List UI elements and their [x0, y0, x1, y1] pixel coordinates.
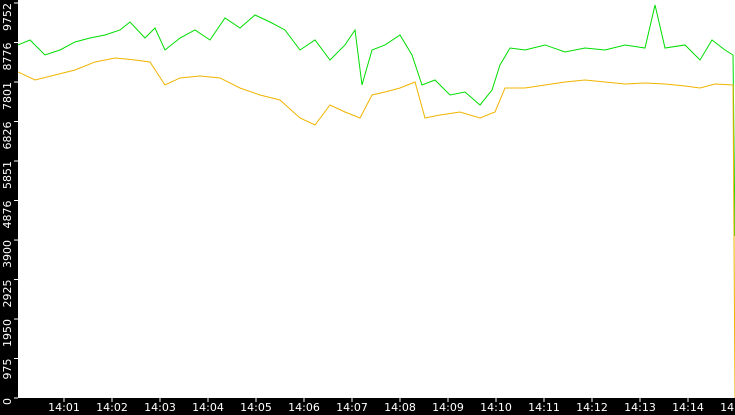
y-tick-label: 9752	[1, 3, 14, 31]
y-tick-label: 2925	[1, 280, 14, 308]
x-tick-label: 14:11	[528, 401, 560, 414]
x-tick-label: 14:15	[720, 401, 735, 414]
y-tick-label: 6826	[1, 122, 14, 150]
y-tick-label: 3900	[1, 240, 14, 268]
y-tick-label: 8776	[1, 43, 14, 71]
y-tick-label: 0	[1, 398, 14, 405]
x-tick-label: 14:03	[144, 401, 176, 414]
x-tick-label: 14:08	[384, 401, 416, 414]
y-tick-label: 4876	[1, 201, 14, 229]
y-tick-label: 7801	[1, 82, 14, 110]
x-tick-label: 14:02	[96, 401, 128, 414]
x-tick-label: 14:13	[624, 401, 656, 414]
plot-area	[18, 0, 735, 398]
series-line	[17, 4, 735, 236]
x-tick-label: 14:04	[192, 401, 224, 414]
series-line	[17, 57, 735, 399]
y-tick-label: 975	[1, 359, 14, 380]
x-tick-label: 14:01	[48, 401, 80, 414]
x-tick-label: 14:09	[432, 401, 464, 414]
x-tick-label: 14:07	[336, 401, 368, 414]
y-tick-label: 1950	[1, 319, 14, 347]
x-tick-label: 14:14	[672, 401, 704, 414]
x-tick-label: 14:12	[576, 401, 608, 414]
x-tick-label: 14:06	[288, 401, 320, 414]
x-tick-label: 14:05	[240, 401, 272, 414]
x-tick-label: 14:10	[480, 401, 512, 414]
y-tick-label: 5851	[1, 161, 14, 189]
